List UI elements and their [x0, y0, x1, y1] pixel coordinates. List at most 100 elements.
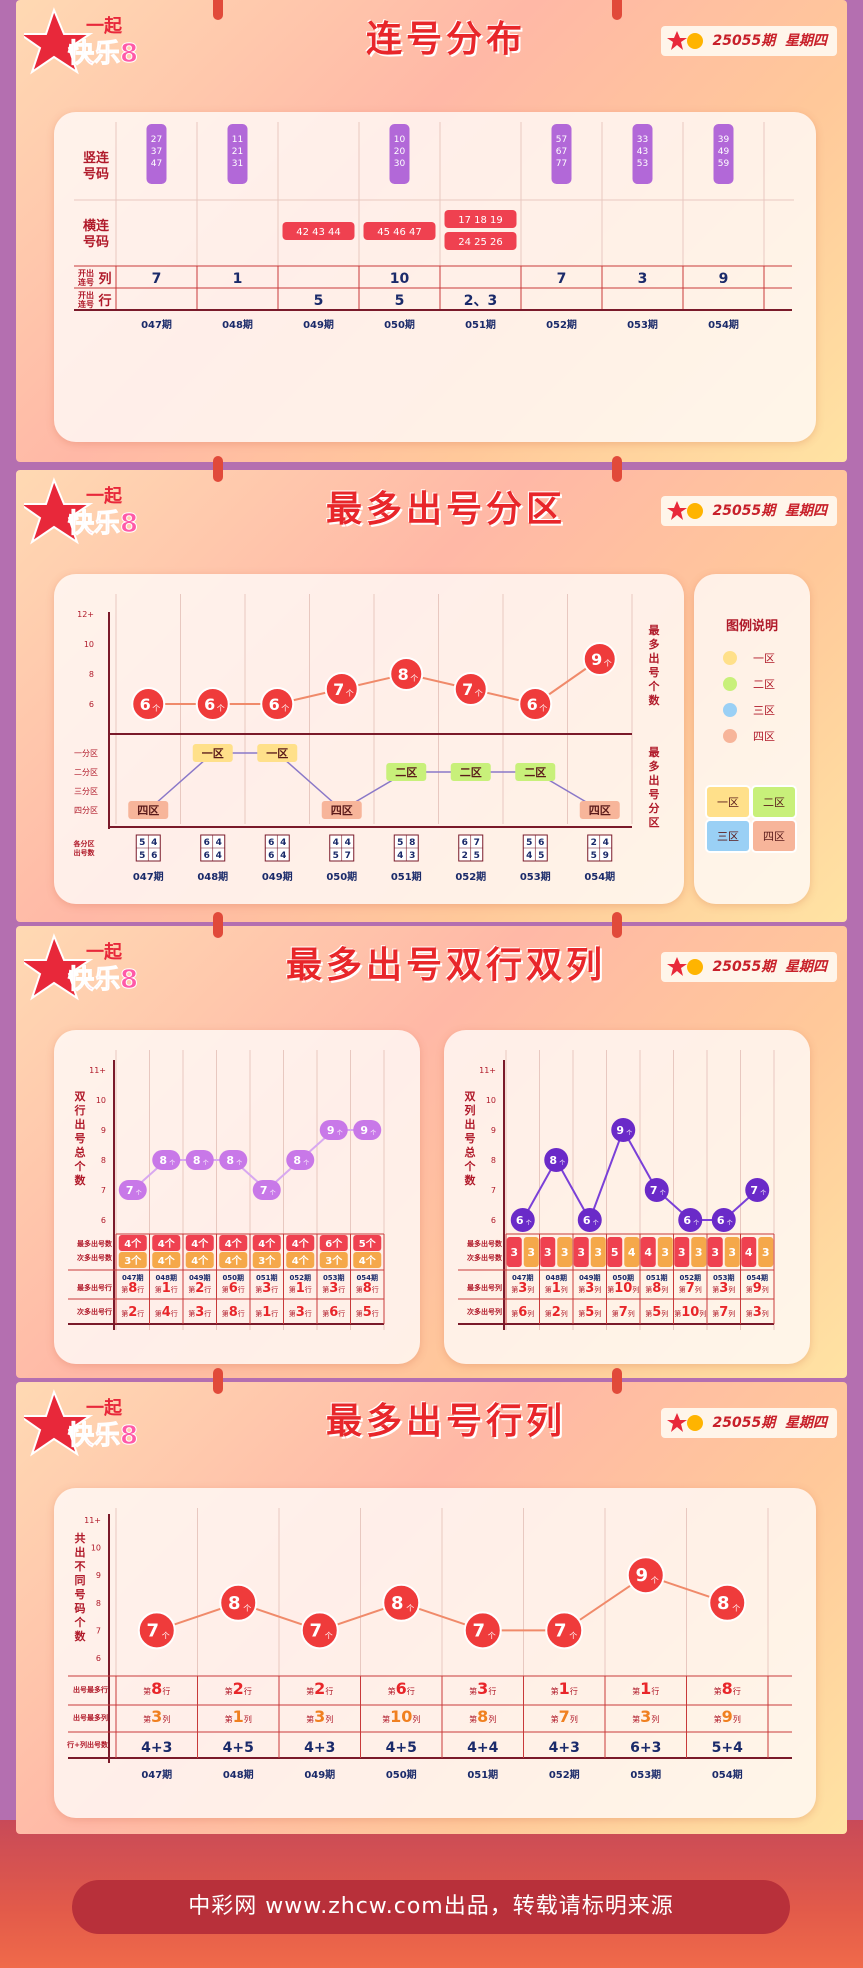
zone-count-value: 6	[462, 838, 468, 848]
period-label: 051期	[391, 870, 422, 883]
ordinal-cell: 第9列	[714, 1707, 741, 1726]
y-tick: 9	[491, 1126, 496, 1135]
hanger-icon	[612, 456, 622, 482]
period-label: 049期	[303, 318, 334, 331]
period-label: 053期	[323, 1273, 345, 1282]
vertical-number: 59	[718, 159, 730, 169]
count-marker	[319, 1120, 348, 1140]
svg-text:一起: 一起	[86, 1397, 123, 1419]
count-marker	[711, 1208, 736, 1232]
issue-number: 25055期	[712, 959, 776, 975]
vertical-number: 77	[556, 159, 567, 169]
count-unit: 个	[303, 1160, 309, 1167]
count-value: 6	[527, 695, 538, 714]
zone-name: 四区	[589, 804, 611, 817]
ordinal-cell: 第1列	[225, 1707, 252, 1726]
second-count-box	[152, 1252, 181, 1268]
mini-logo-icon	[666, 957, 703, 976]
period-label: 053期	[520, 870, 551, 883]
hanger-icon	[612, 1368, 622, 1394]
second-count: 4个	[359, 1254, 377, 1267]
legend-title: 图例说明	[726, 618, 778, 634]
top-count-box	[252, 1235, 281, 1251]
second-count-box	[724, 1237, 740, 1267]
hanger-icon	[213, 0, 223, 20]
sum-value: 4+5	[386, 1740, 417, 1756]
top-count-box	[741, 1237, 757, 1267]
row-label: 最多出号列	[467, 1283, 502, 1292]
logo-icon: 一起 快乐8	[24, 477, 139, 545]
period-label: 052期	[289, 1273, 311, 1282]
issue-badge: 25055期 星期四	[660, 1408, 837, 1438]
zone-count-value: 4	[333, 838, 339, 848]
count-marker	[219, 1150, 248, 1170]
row-label-col-suffix: 列	[98, 271, 111, 287]
count-value: 9	[591, 650, 602, 669]
second-count-box	[252, 1252, 281, 1268]
ordinal-cell: 第8行	[356, 1281, 379, 1296]
section-zone-distribution: 一起 快乐8 最多出号分区 25055期 星期四 12+ 10 8 6 一分区 二分区 三分…	[16, 470, 847, 922]
ordinal-cell: 第7列	[679, 1281, 702, 1296]
second-count-box	[624, 1237, 640, 1267]
zone-count-value: 5	[538, 851, 544, 861]
count-marker	[382, 1583, 421, 1622]
count-value: 9	[327, 1124, 335, 1137]
row-label: 次多出号列	[467, 1307, 502, 1316]
count-unit: 个	[539, 704, 547, 713]
zone-count-value: 4	[216, 851, 222, 861]
horizontal-number: 17 18 19	[458, 215, 503, 226]
row-label: 次多出号数	[467, 1253, 503, 1262]
vertical-number: 53	[637, 159, 648, 169]
top-count: 6个	[325, 1237, 343, 1250]
logo-icon: 一起 快乐8	[24, 1389, 139, 1457]
y-axis-label-bottom: 最多出号分区	[649, 746, 661, 829]
y-tick: 8	[101, 1156, 106, 1165]
ordinal-cell: 第6行	[222, 1281, 245, 1296]
ordinal-cell: 第8行	[143, 1679, 170, 1698]
count-unit: 个	[406, 1604, 414, 1613]
zone-name: 一区	[202, 747, 224, 760]
row-label: 次多出号行	[77, 1307, 112, 1316]
second-count-box	[185, 1252, 214, 1268]
row-label: 出号最多行	[73, 1685, 108, 1694]
top-count-box	[353, 1235, 382, 1251]
period-label: 051期	[646, 1273, 668, 1282]
top-count: 4个	[124, 1237, 142, 1250]
vertical-number: 20	[394, 147, 406, 157]
top-count-box	[219, 1235, 248, 1251]
ordinal-cell: 第2列	[545, 1305, 568, 1320]
ordinal-cell: 第8行	[121, 1281, 144, 1296]
row-label: 最多出号数	[467, 1239, 503, 1248]
y-tick: 11+	[89, 1066, 106, 1075]
zone-name: 二区	[395, 766, 417, 779]
count-value: 7	[554, 1620, 567, 1641]
zone-count-value: 4	[280, 851, 286, 861]
period-label: 049期	[579, 1273, 601, 1282]
period-label: 048期	[545, 1273, 567, 1282]
issue-number: 25055期	[712, 503, 776, 519]
section-consecutive-numbers: 一起 快乐8 连号分布 25055期 星期四 竖连号码 横连号码 开出连号列开出连号…	[16, 0, 847, 462]
y-axis-label: 共出不同号码个数	[74, 1531, 87, 1643]
second-count: 4个	[225, 1254, 243, 1267]
y-tick: 8	[96, 1599, 101, 1608]
second-count: 3	[527, 1246, 535, 1259]
zone-tick: 三分区	[74, 787, 98, 796]
ordinal-cell: 第10列	[607, 1281, 639, 1296]
count-marker	[185, 1150, 214, 1170]
sum-value: 4+3	[304, 1740, 335, 1756]
count-marker	[219, 1583, 258, 1622]
col-value: 7	[557, 271, 567, 287]
row-value: 5	[314, 293, 324, 309]
zone-tick: 二分区	[74, 768, 98, 777]
count-marker	[518, 687, 553, 721]
y-tick: 12+	[77, 610, 94, 619]
zone-count-value: 8	[409, 838, 415, 848]
count-value: 6	[516, 1214, 524, 1227]
count-unit: 个	[693, 1220, 699, 1227]
count-marker	[252, 1180, 281, 1200]
vertical-consecutive-pill	[146, 124, 167, 184]
ordinal-cell: 第6行	[322, 1305, 345, 1320]
count-unit: 个	[569, 1631, 577, 1640]
y-tick: 7	[101, 1186, 106, 1195]
